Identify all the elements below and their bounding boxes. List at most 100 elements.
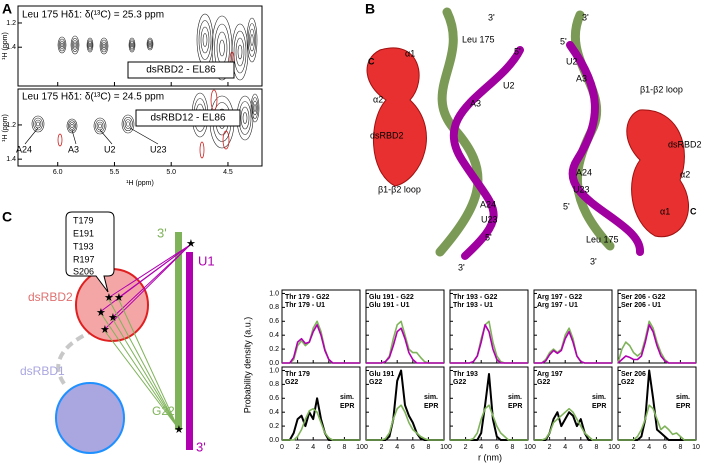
contour: [253, 104, 257, 112]
structure-label: 5': [560, 36, 567, 46]
contour: [249, 28, 255, 52]
contour: [73, 42, 77, 48]
y-tick-label: 0.8: [269, 304, 279, 311]
residue-label: S206: [73, 266, 94, 276]
strand-end: 3': [196, 439, 206, 454]
stars: ★ ★★ ★★ ★★: [96, 238, 196, 436]
x-tick-label: 4: [395, 444, 399, 451]
contour: [66, 118, 78, 134]
contour: [147, 39, 153, 49]
peak-label: U2: [104, 144, 116, 154]
sample-label: dsRBD12 - EL86: [150, 113, 225, 124]
plot-frame: [533, 289, 613, 364]
line-series: [618, 404, 696, 441]
y-axis-label: ¹H (ppm): [2, 114, 9, 142]
x-tick-label: 0: [532, 444, 536, 451]
x-tick-label: 0: [616, 444, 620, 451]
y-tick-label: 0.2: [269, 423, 279, 430]
contour: [210, 89, 218, 111]
plot-frame: [617, 366, 697, 441]
contour: [87, 39, 93, 51]
x-tick-label: 10: [356, 444, 364, 451]
contour: [67, 120, 77, 132]
contour: [72, 40, 78, 50]
x-tick-label: 2: [296, 444, 300, 451]
contour: [129, 39, 135, 51]
panel-subtitle: G22: [369, 379, 382, 386]
structure-label: U2: [566, 56, 578, 66]
legend-label: sim.: [508, 394, 522, 401]
contour: [60, 42, 64, 48]
contour: [98, 123, 102, 129]
line-series: [282, 324, 360, 364]
contour: [99, 37, 109, 55]
y-tick-label: 0.0: [269, 360, 279, 367]
y-tick-label: 0.2: [269, 346, 279, 353]
contour: [233, 30, 247, 74]
contour: [148, 42, 152, 46]
contour: [88, 42, 92, 48]
protein-ribbon: [626, 109, 689, 238]
x-tick-label: 4: [563, 444, 567, 451]
contour: [86, 37, 94, 53]
plot-frame: [281, 366, 361, 441]
y-tick-label: 0.4: [269, 332, 279, 339]
peak-label: U23: [150, 144, 167, 154]
x-tick-label: 8: [426, 444, 430, 451]
plot-frame: [533, 366, 613, 441]
schematic: ★ ★★ ★★ ★★ T179 E191 T193 R197 S206 3' U1 …: [20, 211, 215, 454]
y-tick-label: 1.4: [6, 44, 16, 51]
y-tick-label: 1.0: [269, 290, 279, 297]
panel-subtitle: G22: [453, 379, 466, 386]
svg-text:★: ★: [104, 292, 114, 304]
contour: [95, 119, 105, 133]
contour: [196, 13, 214, 67]
domain: [55, 382, 125, 454]
contour: [70, 123, 74, 129]
peak-label: A24: [16, 144, 32, 154]
x-tick-label: 10: [608, 444, 616, 451]
line-series: [282, 407, 360, 441]
x-tick-label: 6: [579, 444, 583, 451]
structure-label: α1: [405, 48, 415, 58]
sample-box: [135, 109, 241, 127]
contour: [222, 130, 230, 150]
x-tick-label: 8: [510, 444, 514, 451]
structure-label: A24: [480, 199, 496, 209]
rna-strand: [566, 41, 644, 256]
svg-text:★: ★: [96, 307, 106, 319]
x-tick-label: 0: [280, 444, 284, 451]
contour: [59, 40, 65, 50]
x-tick-label: 10: [440, 444, 448, 451]
line-series: [366, 404, 444, 441]
contour: [34, 119, 42, 129]
contour: [31, 115, 45, 133]
structure-right: 3' 5' U2 A3 β1-β2 loop dsRBD2 α2 A24 U23…: [560, 10, 702, 266]
line-series: [450, 324, 528, 364]
residue-label: R197: [73, 254, 95, 264]
structure-label: C: [368, 56, 375, 66]
y-tick-label: 0.6: [269, 318, 279, 325]
rna-strand: [435, 7, 483, 257]
line-series: [450, 404, 528, 441]
x-tick-label: 2: [464, 444, 468, 451]
domain-label: dsRBD1: [20, 364, 65, 378]
x-tick-label: 6: [663, 444, 667, 451]
structure-label: β1-β2 loop: [378, 184, 421, 194]
structure-label: A3: [576, 73, 587, 83]
residue-label: T193: [73, 241, 94, 251]
contour: [124, 119, 132, 129]
contour: [101, 41, 107, 51]
contour: [126, 121, 130, 127]
y-tick-label: 0.8: [269, 381, 279, 388]
structure-label: 3': [458, 262, 465, 272]
x-tick-label: 4.5: [223, 169, 233, 176]
panel-title: Thr 193: [453, 371, 478, 378]
x-tick-label: 5.0: [166, 169, 176, 176]
contour: [102, 43, 106, 49]
spectrum-annotation: Leu 175 Hδ1: δ(¹³C) = 25.3 ppm: [22, 10, 164, 21]
legend-label: Thr 193 - G22: [453, 294, 497, 301]
legend-label: sim.: [340, 394, 354, 401]
x-tick-label: 6: [327, 444, 331, 451]
